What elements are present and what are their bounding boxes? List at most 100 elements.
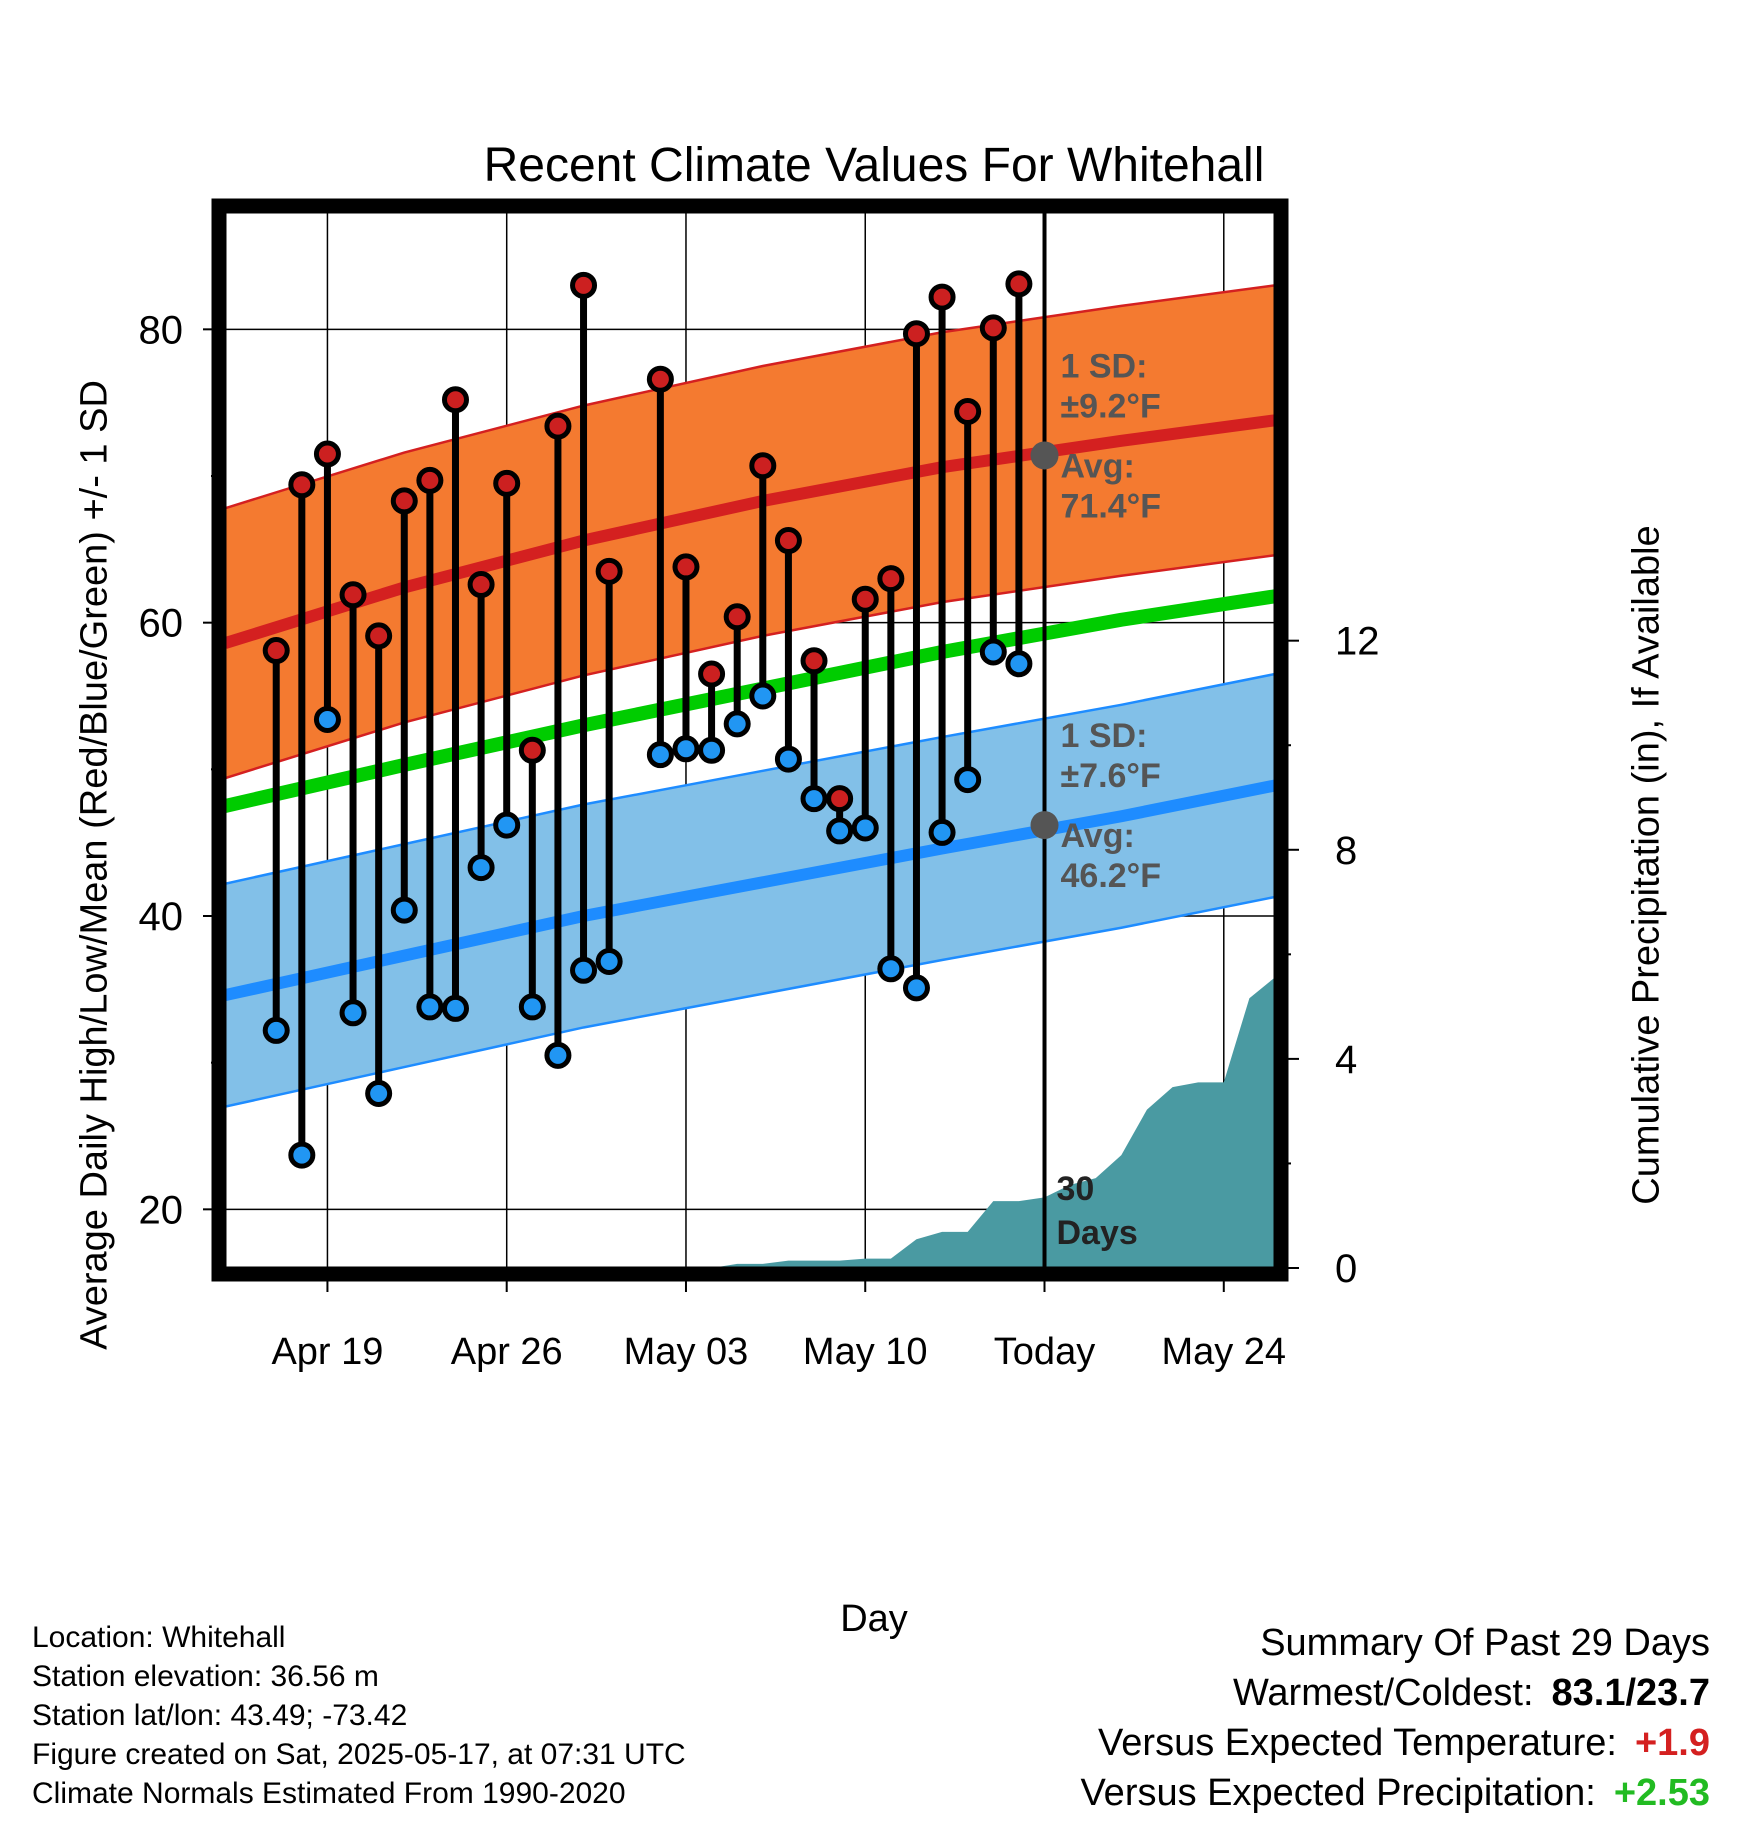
station-info: Location: Whitehall Station elevation: 3… <box>32 1618 686 1813</box>
low-sd-band-lower-edge <box>225 895 1275 1108</box>
precip-label: Versus Expected Precipitation: <box>1080 1772 1596 1814</box>
normals-text: Climate Normals Estimated From 1990-2020 <box>32 1777 626 1810</box>
today-days-word: Days <box>1057 1214 1138 1252</box>
y-tick-label: 60 <box>139 602 184 646</box>
daily-low-point <box>288 1141 316 1169</box>
daily-high-point <box>954 397 982 425</box>
daily-high-point <box>1005 270 1033 298</box>
daily-low-point <box>390 896 418 924</box>
high-sd-band <box>225 285 1275 779</box>
y2-axis-label: Cumulative Precipitation (in), If Availa… <box>1625 525 1668 1205</box>
x-tick-label: May 10 <box>803 1331 928 1373</box>
daily-low-point <box>902 974 930 1002</box>
daily-low-point <box>979 638 1007 666</box>
x-tick-label: Apr 26 <box>451 1331 563 1373</box>
daily-high-point <box>570 271 598 299</box>
daily-low-point <box>826 817 854 845</box>
daily-low-point <box>493 811 521 839</box>
daily-low-point <box>595 947 623 975</box>
daily-high-point <box>313 440 341 468</box>
y2-tick-label: 12 <box>1335 620 1380 664</box>
low-sd-label: 1 SD: <box>1061 717 1148 755</box>
daily-high-point <box>749 452 777 480</box>
daily-low-point <box>800 785 828 813</box>
high-sd-band-upper-edge <box>225 284 1275 510</box>
warm-cold-row: Warmest/Coldest: 83.1/23.7 <box>1080 1668 1710 1718</box>
created-text: Figure created on Sat, 2025-05-17, at 07… <box>32 1738 686 1771</box>
daily-low-point <box>339 999 367 1027</box>
daily-low-point <box>1005 650 1033 678</box>
high-avg-label: Avg: <box>1061 447 1135 485</box>
y2-tick-label: 0 <box>1335 1247 1357 1291</box>
temp-row: Versus Expected Temperature: +1.9 <box>1080 1718 1710 1768</box>
daily-high-point <box>646 365 674 393</box>
precip-area <box>634 977 1275 1268</box>
daily-high-point <box>723 603 751 631</box>
x-tick-label: Apr 19 <box>271 1331 383 1373</box>
warm-cold-value: 83.1/23.7 <box>1551 1672 1710 1714</box>
daily-high-point <box>544 412 572 440</box>
daily-low-point <box>723 710 751 738</box>
daily-low-point <box>774 745 802 773</box>
y2-tick-label: 8 <box>1335 829 1357 873</box>
x-tick-label: May 24 <box>1161 1331 1286 1373</box>
daily-high-point <box>928 283 956 311</box>
y2-tick-label: 4 <box>1335 1038 1357 1082</box>
daily-low-point <box>416 993 444 1021</box>
daily-high-point <box>902 320 930 348</box>
daily-high-point <box>365 622 393 650</box>
high-sd-value: ±9.2°F <box>1061 387 1161 425</box>
daily-low-point <box>544 1041 572 1069</box>
low-avg-label: Avg: <box>1061 817 1135 855</box>
temp-label: Versus Expected Temperature: <box>1098 1722 1617 1764</box>
warm-cold-label: Warmest/Coldest: <box>1232 1672 1534 1714</box>
high-sd-label: 1 SD: <box>1061 347 1148 385</box>
x-tick-label: Today <box>994 1331 1095 1373</box>
elevation-text: Station elevation: 36.56 m <box>32 1660 379 1693</box>
y-tick-label: 20 <box>139 1188 184 1232</box>
x-tick-label: May 03 <box>624 1331 749 1373</box>
daily-low-point <box>570 956 598 984</box>
daily-high-point <box>493 469 521 497</box>
y-tick-label: 40 <box>139 895 184 939</box>
y-tick-label: 80 <box>139 308 184 352</box>
daily-low-point <box>262 1016 290 1044</box>
today-high-avg-marker <box>1030 441 1059 470</box>
precip-row: Versus Expected Precipitation: +2.53 <box>1080 1768 1710 1818</box>
today-low-avg-marker <box>1030 811 1059 840</box>
chart-title: Recent Climate Values For Whitehall <box>483 139 1265 192</box>
summary-panel: Summary Of Past 29 Days Warmest/Coldest:… <box>1080 1618 1710 1818</box>
daily-low-point <box>646 741 674 769</box>
daily-high-point <box>595 557 623 585</box>
daily-high-point <box>288 471 316 499</box>
daily-low-point <box>467 854 495 882</box>
high-avg-value: 71.4°F <box>1061 487 1162 525</box>
daily-high-point <box>698 660 726 688</box>
plot-frame <box>211 198 1289 1282</box>
daily-low-point <box>698 736 726 764</box>
daily-high-point <box>390 487 418 515</box>
y-axis-label: Average Daily High/Low/Mean (Red/Blue/Gr… <box>73 380 116 1350</box>
daily-high-point <box>672 553 700 581</box>
low-sd-value: ±7.6°F <box>1061 757 1161 795</box>
daily-low-point <box>928 818 956 846</box>
normal-low-line <box>225 779 1275 1002</box>
daily-low-point <box>851 814 879 842</box>
temp-value: +1.9 <box>1634 1722 1710 1764</box>
daily-low-point <box>877 955 905 983</box>
low-avg-value: 46.2°F <box>1061 857 1162 895</box>
daily-low-point <box>441 994 469 1022</box>
daily-low-point <box>749 682 777 710</box>
daily-high-point <box>774 527 802 555</box>
daily-low-point <box>672 735 700 763</box>
precip-value: +2.53 <box>1613 1772 1710 1814</box>
daily-high-point <box>339 581 367 609</box>
daily-high-point <box>518 736 546 764</box>
summary-heading: Summary Of Past 29 Days <box>1260 1622 1710 1664</box>
daily-low-point <box>313 705 341 733</box>
location-text: Location: Whitehall <box>32 1621 286 1654</box>
plot-area <box>225 212 1275 1268</box>
daily-high-point <box>800 647 828 675</box>
daily-high-point <box>877 565 905 593</box>
daily-high-point <box>979 314 1007 342</box>
